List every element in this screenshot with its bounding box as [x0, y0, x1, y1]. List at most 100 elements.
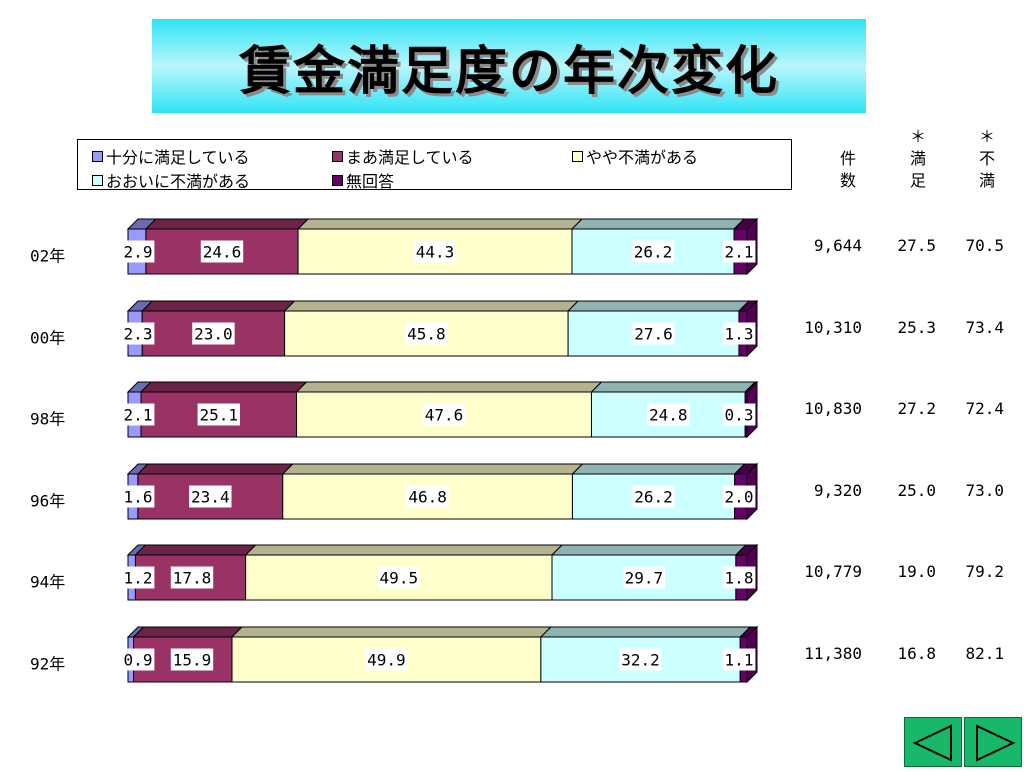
triangle-right-icon — [976, 724, 1016, 762]
value-label-bg — [170, 566, 214, 589]
legend-swatch — [332, 150, 343, 162]
legend-label: 十分に満足している — [106, 148, 250, 167]
value-label-bg — [413, 240, 457, 263]
bar-top-face — [132, 626, 244, 638]
value-label: 1.3 — [725, 325, 754, 344]
value-label-bg — [619, 648, 662, 671]
value-label: 32.2 — [621, 651, 660, 670]
value-label: 26.2 — [634, 243, 673, 262]
value-label: 47.6 — [425, 406, 464, 425]
satisfied-value: 25.3 — [897, 318, 936, 337]
value-label-bg — [365, 648, 408, 671]
bar-top-face — [296, 218, 584, 230]
value-label-bg — [422, 403, 466, 426]
value-label-bg — [197, 403, 240, 426]
value-label: 2.3 — [124, 325, 153, 344]
category-label: 92年 — [30, 655, 65, 674]
value-label-bg — [632, 322, 675, 345]
bar-top-face — [295, 381, 603, 393]
value-label: 0.9 — [124, 651, 153, 670]
bar-top-face — [244, 544, 564, 556]
dissatisfied-value: 73.0 — [965, 481, 1004, 500]
bar-top-face — [136, 463, 294, 475]
value-label: 17.8 — [173, 569, 212, 588]
legend-label: おおいに不満がある — [106, 172, 251, 191]
category-label: 00年 — [30, 329, 65, 348]
legend-item-very-dissatisfied: おおいに不満がある — [92, 168, 250, 192]
legend-label: やや不満がある — [586, 148, 699, 167]
prev-button[interactable] — [904, 717, 962, 767]
bar-top-face — [141, 300, 296, 312]
bar-top-face — [134, 544, 257, 556]
legend-swatch — [92, 150, 103, 162]
value-label: 23.0 — [194, 325, 233, 344]
count-value: 10,830 — [804, 399, 862, 418]
value-label-bg — [121, 240, 155, 263]
value-label: 24.8 — [649, 406, 688, 425]
value-label: 46.8 — [408, 488, 447, 507]
title-banner: 賃金満足度の年次変化 — [152, 19, 866, 113]
value-label: 44.3 — [416, 243, 455, 262]
value-label: 0.3 — [725, 406, 754, 425]
col-header-satisfied: ＊満足 — [909, 127, 926, 190]
bar-top-face — [550, 544, 748, 556]
value-label: 24.6 — [203, 243, 242, 262]
satisfied-value: 16.8 — [897, 644, 936, 663]
value-label-bg — [405, 322, 448, 345]
value-label-bg — [192, 322, 235, 345]
value-label-bg — [722, 485, 756, 508]
value-label: 2.9 — [124, 243, 153, 262]
dissatisfied-value: 72.4 — [965, 399, 1004, 418]
value-label: 25.1 — [200, 406, 239, 425]
page-title: 賃金満足度の年次変化 — [238, 41, 779, 102]
triangle-left-icon — [912, 724, 952, 762]
value-label-bg — [722, 240, 756, 263]
col-header-dissatisfied: ＊不満 — [978, 127, 995, 190]
value-label-bg — [722, 648, 756, 671]
value-label-bg — [631, 240, 675, 263]
value-label: 23.4 — [191, 488, 230, 507]
bar-top-face — [144, 218, 310, 230]
category-label: 94年 — [30, 573, 65, 592]
value-label-bg — [647, 403, 690, 426]
count-value: 10,310 — [804, 318, 862, 337]
legend-item-somewhat-dissatisfied: やや不満がある — [572, 144, 698, 168]
value-label-bg — [722, 322, 756, 345]
satisfied-value: 27.2 — [897, 399, 936, 418]
count-value: 9,320 — [814, 481, 862, 500]
value-label-bg — [722, 566, 756, 589]
value-label-bg — [121, 322, 155, 345]
dissatisfied-value: 82.1 — [965, 644, 1004, 663]
next-button[interactable] — [964, 717, 1022, 767]
legend-item-no-answer: 無回答 — [332, 168, 394, 192]
value-label: 49.9 — [367, 651, 406, 670]
value-label: 2.1 — [124, 406, 153, 425]
value-label-bg — [121, 566, 155, 589]
legend-label: 無回答 — [346, 172, 395, 191]
satisfied-value: 25.0 — [897, 481, 936, 500]
satisfied-value: 27.5 — [897, 236, 936, 255]
bar-top-face — [570, 218, 746, 230]
satisfied-value: 19.0 — [897, 562, 936, 581]
value-label-bg — [622, 566, 666, 589]
count-value: 11,380 — [804, 644, 862, 663]
value-label: 2.0 — [725, 488, 754, 507]
value-label: 2.1 — [725, 243, 754, 262]
bar-top-face — [590, 381, 757, 393]
bar-top-face — [283, 300, 580, 312]
bar-top-face — [539, 626, 752, 638]
value-label-bg — [377, 566, 421, 589]
value-label-bg — [170, 648, 214, 671]
value-label-bg — [121, 648, 155, 671]
value-label-bg — [406, 485, 449, 508]
value-label: 29.7 — [625, 569, 664, 588]
legend-swatch — [572, 150, 583, 162]
legend-swatch — [332, 174, 343, 186]
value-label-bg — [632, 485, 675, 508]
value-label-bg — [121, 485, 155, 508]
value-label: 1.1 — [725, 651, 754, 670]
bar-top-face — [566, 300, 751, 312]
count-value: 9,644 — [814, 236, 862, 255]
value-label: 27.6 — [634, 325, 673, 344]
